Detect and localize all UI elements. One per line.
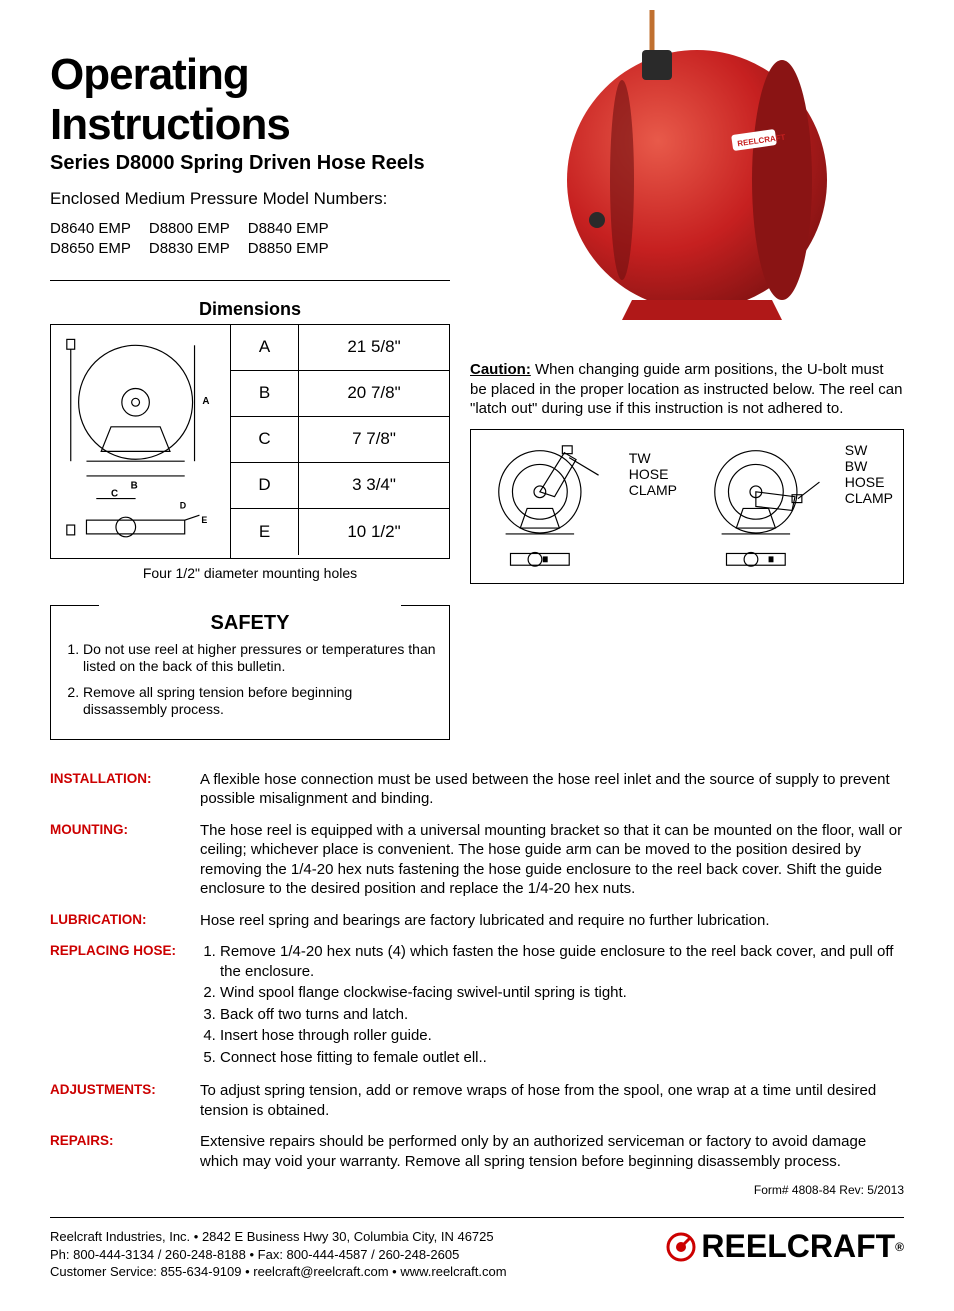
safety-title: SAFETY: [191, 612, 310, 635]
dim-value: 21 5/8": [299, 325, 449, 370]
model-list: D8640 EMP D8650 EMP D8800 EMP D8830 EMP …: [50, 219, 450, 260]
model-number: D8800 EMP: [149, 219, 230, 239]
dim-value: 20 7/8": [299, 371, 449, 416]
model-number: D8650 EMP: [50, 239, 131, 259]
section-body: A flexible hose connection must be used …: [200, 770, 904, 809]
dimensions-box: A B C D E A 21 5/8": [50, 324, 450, 559]
safety-item: Remove all spring tension before beginni…: [83, 684, 437, 719]
table-row: D 3 3/4": [231, 463, 449, 509]
form-revision: Form# 4808-84 Rev: 5/2013: [50, 1183, 904, 1197]
dim-value: 3 3/4": [299, 463, 449, 508]
section-body: The hose reel is equipped with a univers…: [200, 821, 904, 899]
table-row: B 20 7/8": [231, 371, 449, 417]
section-body: To adjust spring tension, add or remove …: [200, 1081, 904, 1120]
dim-label: D: [231, 463, 299, 508]
list-item: Wind spool flange clockwise-facing swive…: [220, 983, 904, 1003]
table-row: A 21 5/8": [231, 325, 449, 371]
svg-text:D: D: [180, 500, 186, 510]
dim-label: B: [231, 371, 299, 416]
svg-text:B: B: [131, 480, 138, 491]
caution-label: Caution:: [470, 361, 531, 378]
dim-label: A: [231, 325, 299, 370]
guide-arm-diagram: TW HOSE CLAMP SW BW HOSE CLAMP: [470, 429, 904, 584]
subtitle: Series D8000 Spring Driven Hose Reels: [50, 152, 450, 175]
section-label: ADJUSTMENTS:: [50, 1081, 200, 1120]
section-body: Remove 1/4-20 hex nuts (4) which fasten …: [200, 942, 904, 1069]
instruction-sections: INSTALLATION: A flexible hose connection…: [50, 770, 904, 1172]
section-body: Extensive repairs should be performed on…: [200, 1132, 904, 1171]
guide-left-label: TW HOSE CLAMP: [629, 450, 677, 498]
section-label: REPAIRS:: [50, 1132, 200, 1171]
caution-text: Caution: When changing guide arm positio…: [470, 360, 904, 419]
model-number: D8640 EMP: [50, 219, 131, 239]
dimensions-table: A 21 5/8" B 20 7/8" C 7 7/8" D 3 3/4" E: [231, 325, 449, 558]
section-label: REPLACING HOSE:: [50, 942, 200, 1069]
footer-logo: REELCRAFT ®: [665, 1228, 904, 1265]
section-label: INSTALLATION:: [50, 770, 200, 809]
dim-label: C: [231, 417, 299, 462]
dimensions-title: Dimensions: [50, 299, 450, 320]
list-item: Remove 1/4-20 hex nuts (4) which fasten …: [220, 942, 904, 981]
page-title: Operating Instructions: [50, 50, 450, 150]
table-row: E 10 1/2": [231, 509, 449, 555]
list-item: Back off two turns and latch.: [220, 1005, 904, 1025]
safety-box: SAFETY Do not use reel at higher pressur…: [50, 605, 450, 740]
logo-text: REELCRAFT: [701, 1228, 895, 1265]
section-body: Hose reel spring and bearings are factor…: [200, 911, 904, 931]
list-item: Insert hose through roller guide.: [220, 1026, 904, 1046]
product-image: REELCRAFT: [522, 10, 852, 330]
model-number: D8850 EMP: [248, 239, 329, 259]
guide-right: SW BW HOSE CLAMP: [687, 430, 903, 583]
section-label: LUBRICATION:: [50, 911, 200, 931]
dim-value: 10 1/2": [299, 509, 449, 555]
model-number: D8830 EMP: [149, 239, 230, 259]
list-item: Connect hose fitting to female outlet el…: [220, 1048, 904, 1068]
dim-value: 7 7/8": [299, 417, 449, 462]
registered-mark: ®: [895, 1240, 904, 1254]
table-row: C 7 7/8": [231, 417, 449, 463]
guide-left: TW HOSE CLAMP: [471, 430, 687, 583]
model-subhead: Enclosed Medium Pressure Model Numbers:: [50, 189, 450, 209]
divider: [50, 280, 450, 281]
svg-text:E: E: [201, 515, 207, 525]
safety-item: Do not use reel at higher pressures or t…: [83, 641, 437, 676]
section-label: MOUNTING:: [50, 821, 200, 899]
footer: Reelcraft Industries, Inc. • 2842 E Busi…: [50, 1217, 904, 1281]
caution-body: When changing guide arm positions, the U…: [470, 361, 903, 417]
reel-icon: [665, 1231, 697, 1263]
dimensions-diagram: A B C D E: [51, 325, 231, 558]
dim-label: E: [231, 509, 299, 555]
footer-line: Reelcraft Industries, Inc. • 2842 E Busi…: [50, 1228, 507, 1246]
footer-line: Customer Service: 855-634-9109 • reelcra…: [50, 1263, 507, 1281]
model-number: D8840 EMP: [248, 219, 329, 239]
guide-right-label: SW BW HOSE CLAMP: [845, 442, 893, 506]
footer-contact: Reelcraft Industries, Inc. • 2842 E Busi…: [50, 1228, 507, 1281]
footer-line: Ph: 800-444-3134 / 260-248-8188 • Fax: 8…: [50, 1246, 507, 1264]
svg-text:C: C: [111, 488, 118, 499]
svg-text:A: A: [202, 396, 209, 407]
dimensions-caption: Four 1/2" diameter mounting holes: [50, 565, 450, 581]
